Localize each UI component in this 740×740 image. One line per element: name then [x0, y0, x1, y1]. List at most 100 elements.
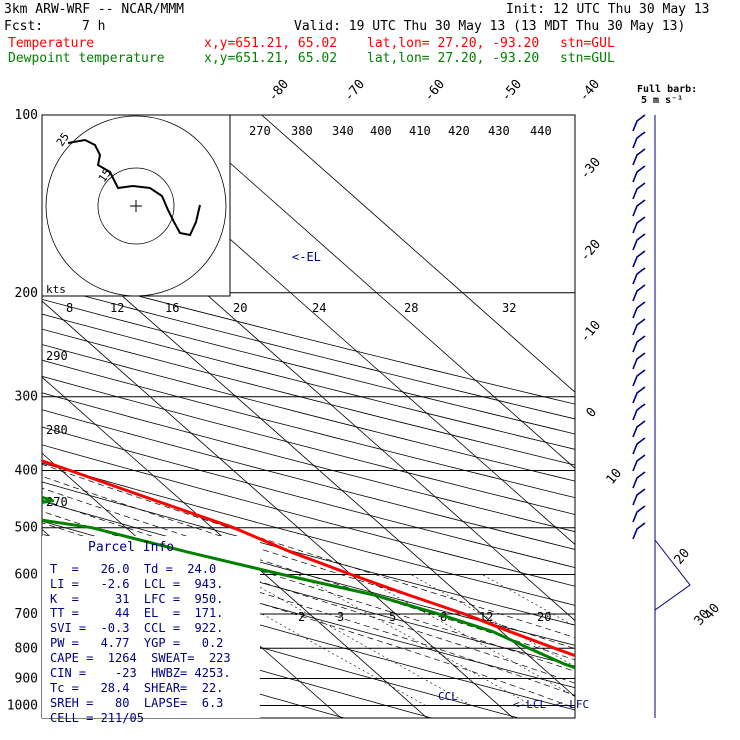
wind-barb	[632, 369, 646, 387]
pressure-label: 300	[15, 390, 38, 405]
theta-label: 380	[291, 124, 313, 138]
legend-dewpoint-latlon: lat,lon= 27.20, -93.20	[367, 51, 540, 66]
model-title: 3km ARW-WRF -- NCAR/MMM	[4, 2, 185, 17]
hodograph-ring-label: 15	[96, 166, 114, 184]
speed-label: 24	[312, 301, 326, 315]
speed-label: 28	[404, 301, 418, 315]
isotherm-label: -70	[342, 77, 369, 105]
dry-adiabat	[42, 344, 575, 482]
mixing-ratio-line	[237, 574, 472, 706]
isotherm-label: -30	[578, 155, 605, 183]
theta-label: 340	[332, 124, 354, 138]
parcel-info-row: SVI = -0.3 CCL = 922.	[50, 621, 224, 635]
shear-wedge	[654, 538, 691, 611]
parcel-info-row: SREH = 80 LAPSE= 6.3	[50, 696, 224, 710]
mixing-ratio-label: 2	[298, 610, 305, 624]
isotherm-line	[42, 224, 575, 698]
theta-label: 430	[488, 124, 510, 138]
wind-barb	[632, 216, 646, 234]
pressure-label: 500	[15, 521, 38, 536]
isotherm-label: -60	[422, 77, 449, 105]
lfc-annotation: <-LFC	[556, 698, 589, 711]
isotherm-label: -50	[499, 77, 526, 105]
wind-barb	[632, 114, 646, 132]
mixing-ratio-label: 5	[389, 610, 396, 624]
hodograph-trace	[67, 138, 201, 237]
theta-label: 410	[409, 124, 431, 138]
isotherm-line	[175, 115, 575, 469]
mixing-ratio-label: 3	[337, 610, 344, 624]
hodograph-ring-inner	[97, 167, 175, 245]
pressure-label: 700	[15, 607, 38, 622]
pressure-label: 400	[15, 464, 38, 479]
hodograph-ring-label: 25	[54, 130, 72, 148]
hodograph-kts-label: kts	[46, 283, 66, 296]
wind-barb	[632, 182, 646, 200]
isotherm-label: -10	[578, 318, 605, 346]
theta-left-label: 270	[46, 495, 68, 509]
plot-frame	[41, 114, 576, 719]
barb-legend-line1: Full barb:	[637, 84, 698, 95]
dry-adiabat	[42, 284, 575, 420]
wind-barb	[632, 250, 646, 268]
speed-label: 16	[165, 301, 179, 315]
pressure-label: 600	[15, 567, 38, 582]
moist-adiabat	[42, 463, 575, 639]
theta-label: 400	[370, 124, 392, 138]
mixing-ratio-line	[482, 574, 575, 627]
ccl-annotation: CCL	[438, 690, 458, 703]
isotherm-line	[261, 115, 575, 393]
parcel-info-row: TT = 44 EL = 171.	[50, 606, 224, 620]
mixing-ratio-label: 20	[537, 610, 551, 624]
parcel-info-box	[42, 536, 260, 718]
wind-barb	[632, 386, 646, 404]
dry-adiabat	[42, 462, 575, 606]
legend-temperature-name: Temperature	[8, 36, 95, 51]
wind-barb	[632, 335, 646, 353]
moist-adiabat	[42, 487, 575, 661]
dry-adiabat	[42, 584, 519, 718]
parcel-info-row: CIN = -23 HWBZ= 4253.	[50, 666, 231, 680]
wind-barb	[632, 148, 646, 166]
parcel-info-row: LI = -2.6 LCL = 943.	[50, 577, 224, 591]
wind-barb	[632, 471, 646, 489]
isotherm-line	[42, 300, 514, 718]
theta-label: 420	[448, 124, 470, 138]
legend-dewpoint-stn: stn=GUL	[560, 51, 615, 66]
lcl-annotation: <-LCL	[513, 698, 546, 711]
valid-time: Valid: 19 UTC Thu 30 May 13 (13 MDT Thu …	[294, 19, 686, 34]
speed-label: 12	[110, 301, 124, 315]
isotherm-label: 0	[584, 405, 601, 421]
moist-adiabat	[42, 510, 575, 684]
wind-barb	[632, 165, 646, 183]
parcel-info-row: PW = 4.77 YGP = 0.2	[50, 636, 224, 650]
legend-temperature-stn: stn=GUL	[560, 36, 615, 51]
pressure-label: 200	[15, 286, 38, 301]
init-time: Init: 12 UTC Thu 30 May 13	[506, 2, 710, 17]
parcel-info-row: K = 31 LFC = 950.	[50, 592, 224, 606]
pressure-label: 1000	[7, 698, 38, 713]
el-annotation: <-EL	[292, 250, 321, 264]
dry-adiabat	[42, 606, 432, 718]
dry-adiabat	[42, 313, 575, 450]
legend-dewpoint-name: Dewpoint temperature	[8, 51, 165, 66]
wind-barb	[632, 420, 646, 438]
isotherm-label: 20	[672, 546, 694, 568]
parcel-info-title: Parcel Info	[88, 540, 175, 555]
legend-dewpoint-xy: x,y=651.21, 65.02	[204, 51, 338, 66]
isotherm-label: -80	[266, 77, 293, 105]
isotherm-label: -40	[577, 77, 604, 105]
temperature-profile	[42, 459, 575, 658]
theta-label: 440	[530, 124, 552, 138]
pressure-label: 100	[15, 108, 38, 123]
dry-adiabat	[42, 270, 575, 405]
wind-barb	[632, 454, 646, 472]
isotherm-label: 10	[604, 466, 626, 488]
parcel-info-row: CAPE = 1264 SWEAT= 223	[50, 651, 231, 665]
theta-label: 270	[249, 124, 271, 138]
dry-adiabat	[42, 444, 575, 587]
wind-barb	[632, 233, 646, 251]
wind-barb	[632, 488, 646, 506]
parcel-info-row: Tc = 28.4 SHEAR= 22.	[50, 681, 224, 695]
wind-barb	[632, 318, 646, 336]
